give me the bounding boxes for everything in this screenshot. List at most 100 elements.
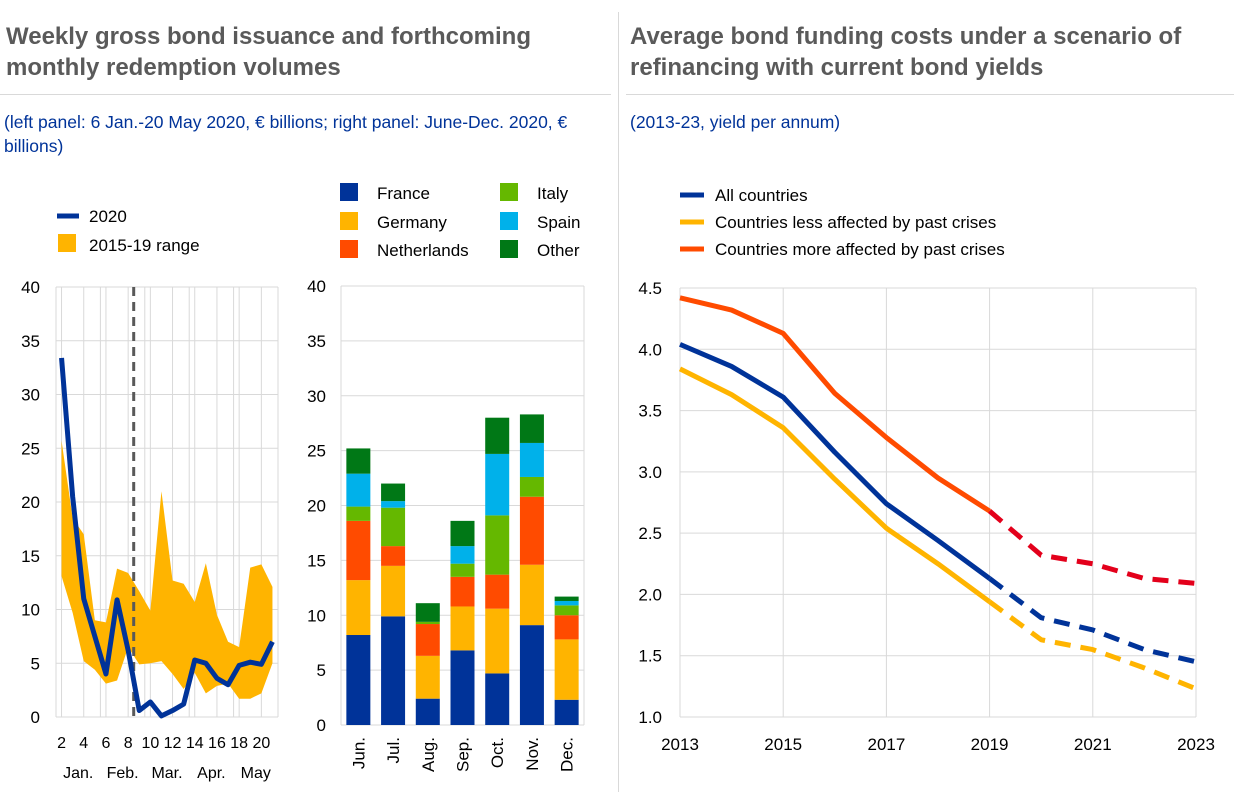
redemption-bar-netherlands (485, 575, 509, 609)
redemption-x-tick-label: Jun. (349, 737, 368, 769)
redemption-y-tick-label: 30 (307, 387, 326, 406)
redemption-bar-netherlands (555, 615, 579, 639)
redemption-bar-germany (416, 656, 440, 699)
redemption-bar-germany (555, 639, 579, 699)
redemption-bar-italy (520, 477, 544, 497)
legend-swatch-range (58, 234, 76, 252)
redemption-bar-other (416, 603, 440, 622)
redemption-bar-other (555, 597, 579, 601)
redemption-x-tick-label: Sep. (454, 737, 473, 772)
cost-x-tick-label: 2021 (1074, 735, 1112, 754)
redemption-y-tick-label: 10 (307, 606, 326, 625)
legend-label-all: All countries (715, 186, 808, 205)
legend-label-less: Countries less affected by past crises (715, 213, 996, 232)
issuance-x-tick-label: 18 (230, 735, 248, 752)
redemption-bar-netherlands (381, 546, 405, 566)
redemption-bar-netherlands (346, 521, 370, 580)
redemption-bar-netherlands (451, 577, 475, 607)
issuance-x-tick-label: 10 (141, 735, 159, 752)
redemption-bar-france (451, 650, 475, 725)
redemption-bar-other (381, 484, 405, 502)
issuance-range-band (62, 441, 273, 699)
cost-y-tick-label: 1.0 (638, 708, 662, 727)
redemption-bar-other (346, 448, 370, 473)
redemption-bar-italy (381, 508, 405, 546)
legend-label-spain: Spain (537, 213, 580, 232)
redemption-bar-germany (485, 609, 509, 674)
redemption-bar-france (555, 700, 579, 725)
issuance-month-label: Apr. (197, 765, 225, 782)
cost-y-tick-label: 4.0 (638, 340, 662, 359)
redemption-x-tick-label: Jul. (384, 737, 403, 763)
issuance-y-tick-label: 40 (21, 278, 40, 297)
redemption-y-tick-label: 40 (307, 277, 326, 296)
redemption-bar-germany (451, 606, 475, 650)
redemption-y-tick-label: 15 (307, 551, 326, 570)
legend-label-other: Other (537, 241, 580, 260)
legend-label-france: France (377, 184, 430, 203)
issuance-x-tick-label: 12 (164, 735, 182, 752)
cost-x-tick-label: 2017 (867, 735, 905, 754)
redemption-bar-germany (520, 565, 544, 625)
redemption-y-tick-label: 0 (317, 716, 326, 735)
redemption-bar-italy (451, 564, 475, 577)
legend-swatch-france (340, 183, 358, 201)
redemption-x-tick-label: Aug. (419, 737, 438, 772)
redemption-bar-spain (346, 474, 370, 507)
redemption-bar-italy (416, 622, 440, 624)
issuance-x-tick-label: 4 (79, 735, 88, 752)
issuance-y-tick-label: 5 (31, 654, 40, 673)
redemption-bar-germany (381, 566, 405, 616)
issuance-x-tick-label: 14 (186, 735, 204, 752)
redemption-bar-france (381, 616, 405, 725)
redemption-y-tick-label: 35 (307, 332, 326, 351)
legend-swatch-italy (500, 183, 518, 201)
redemption-bar-france (346, 635, 370, 725)
issuance-x-tick-label: 6 (101, 735, 110, 752)
redemption-y-tick-label: 5 (317, 661, 326, 680)
issuance-y-tick-label: 0 (31, 708, 40, 727)
issuance-x-tick-label: 16 (208, 735, 226, 752)
legend-label-germany: Germany (377, 213, 447, 232)
redemption-bar-netherlands (520, 497, 544, 565)
cost-x-tick-label: 2019 (971, 735, 1009, 754)
cost-x-tick-label: 2015 (764, 735, 802, 754)
cost-y-tick-label: 1.5 (638, 647, 662, 666)
redemption-bar-other (485, 418, 509, 454)
legend-label-2020: 2020 (89, 207, 127, 226)
issuance-y-tick-label: 25 (21, 439, 40, 458)
cost-y-tick-label: 4.5 (638, 279, 662, 298)
legend-swatch-other (500, 240, 518, 258)
legend-label-range: 2015-19 range (89, 236, 200, 255)
legend-swatch-netherlands (340, 240, 358, 258)
charts-canvas: 05101520253035402 4 6 8 10 12 14 16 18 20Jan. Feb.… (0, 0, 1240, 801)
legend-label-more: Countries more affected by past crises (715, 240, 1005, 259)
redemption-x-tick-label: Dec. (558, 737, 577, 772)
legend-label-netherlands: Netherlands (377, 241, 469, 260)
legend-swatch-spain (500, 212, 518, 230)
redemption-bar-france (520, 625, 544, 725)
redemption-bar-spain (381, 501, 405, 508)
issuance-month-label: May (241, 765, 271, 782)
monthly-redemptions-chart: 0 5 10 15 20 25 30 35 40 Jun. Jul. Aug. Sep. Oct. Nov.… (307, 183, 584, 772)
issuance-month-label: Feb. (107, 765, 139, 782)
redemption-x-tick-label: Oct. (488, 737, 507, 768)
funding-costs-chart: 1.0 1.5 2.0 2.5 3.0 3.5 4.0 4.5 2013 2015 2017 2019… (638, 186, 1215, 754)
redemption-bar-other (451, 521, 475, 546)
cost-line-all (680, 344, 990, 578)
redemption-bar-other (520, 414, 544, 443)
redemption-bar-netherlands (416, 624, 440, 656)
cost-y-tick-label: 2.0 (638, 585, 662, 604)
redemption-bar-spain (485, 454, 509, 515)
redemption-bar-italy (485, 515, 509, 574)
issuance-y-tick-label: 20 (21, 493, 40, 512)
issuance-x-tick-label: 20 (252, 735, 270, 752)
legend-label-italy: Italy (537, 184, 569, 203)
redemption-bar-germany (346, 580, 370, 635)
issuance-y-tick-label: 10 (21, 601, 40, 620)
issuance-y-tick-label: 30 (21, 386, 40, 405)
issuance-y-tick-label: 15 (21, 547, 40, 566)
redemption-y-tick-label: 25 (307, 442, 326, 461)
legend-swatch-germany (340, 212, 358, 230)
